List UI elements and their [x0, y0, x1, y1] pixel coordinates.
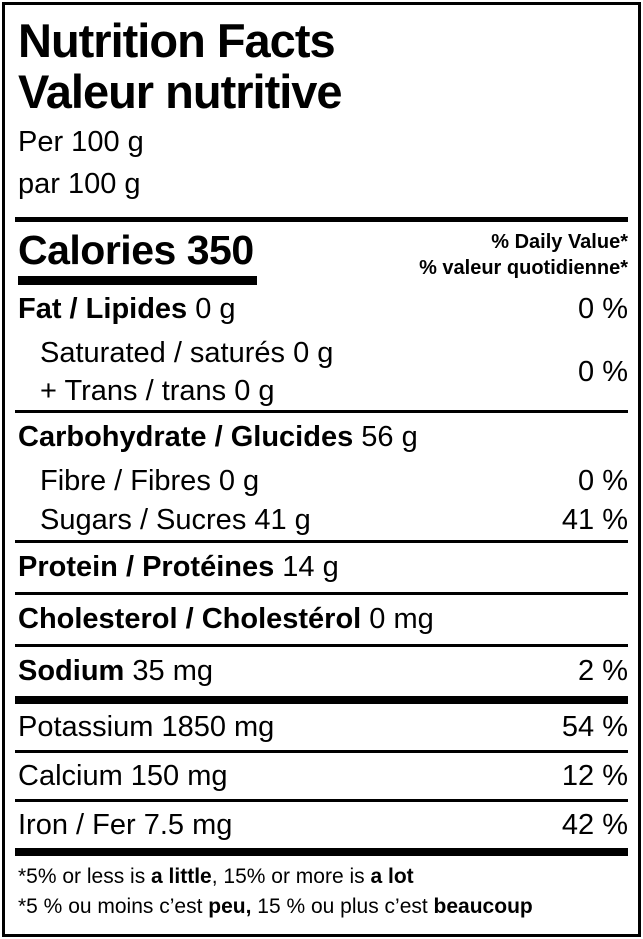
calories-underline-bar — [18, 276, 257, 285]
row-calcium-text: Calcium 150 mg — [18, 759, 228, 792]
row-potassium-text: Potassium 1850 mg — [18, 710, 275, 743]
row-fibre: Fibre / Fibres 0 g 0 % — [15, 462, 628, 501]
row-saturated-trans-line-2: + Trans / trans 0 g — [40, 375, 275, 407]
separator-thin-above-iron — [15, 799, 628, 802]
separator-thick-bottom — [15, 848, 628, 856]
row-fibre-text: Fibre / Fibres 0 g — [40, 465, 260, 497]
separator-thin-above-calcium — [15, 750, 628, 753]
row-saturated-trans-line-1: Saturated / saturés 0 g — [40, 337, 334, 369]
daily-value-header-en: % Daily Value* — [491, 231, 628, 253]
calories-value: 350 — [186, 227, 254, 273]
row-saturated-trans: Saturated / saturés 0 g + Trans / trans 0… — [15, 334, 628, 410]
row-protein: Protein / Protéines 14 g — [15, 543, 628, 592]
row-sodium-text: Sodium 35 mg — [18, 655, 214, 687]
footnote-fr: *5 % ou moins c’est peu, 15 % ou plus c’… — [18, 895, 533, 918]
title-fr: Valeur nutritive — [18, 65, 343, 118]
nutrient-rows: Fat / Lipides 0 g 0 % Saturated / saturés … — [15, 285, 628, 848]
row-calcium-daily-value: 12 % — [561, 759, 628, 792]
row-carbohydrate-text: Carbohydrate / Glucides 56 g — [18, 421, 418, 453]
separator-thin-above-carbohydrate — [15, 410, 628, 413]
row-fat-daily-value: 0 % — [578, 293, 628, 325]
calories-heading: Calories 350 — [15, 227, 257, 273]
row-sugars-text: Sugars / Sucres 41 g — [40, 504, 311, 536]
row-cholesterol-text: Cholesterol / Cholestérol 0 mg — [18, 603, 434, 635]
calories-section: Calories 350 % Daily Value* % valeur quo… — [15, 227, 628, 285]
row-sugars: Sugars / Sucres 41 g 41 % — [15, 501, 628, 540]
row-potassium: Potassium 1850 mg 54 % — [15, 704, 628, 750]
separator-thin-above-sodium — [15, 644, 628, 647]
row-calcium: Calcium 150 mg 12 % — [15, 753, 628, 799]
row-iron-text: Iron / Fer 7.5 mg — [18, 808, 233, 841]
row-fat-text: Fat / Lipides 0 g — [18, 293, 236, 325]
row-potassium-daily-value: 54 % — [561, 710, 628, 743]
serving-size-fr: par 100 g — [18, 168, 141, 200]
separator-thin-above-cholesterol — [15, 592, 628, 595]
title-en: Nutrition Facts — [18, 14, 336, 67]
calories-label: Calories — [18, 227, 176, 273]
row-sugars-daily-value: 41 % — [561, 504, 628, 536]
row-sodium-daily-value: 2 % — [578, 655, 628, 687]
row-saturated-trans-daily-value: 0 % — [578, 355, 628, 388]
row-iron: Iron / Fer 7.5 mg 42 % — [15, 802, 628, 848]
daily-value-header-fr: % valeur quotidienne* — [419, 257, 628, 279]
calories-block: Calories 350 — [15, 227, 257, 285]
row-fat: Fat / Lipides 0 g 0 % — [15, 285, 628, 334]
separator-medium-top — [15, 217, 628, 222]
separator-thick-above-potassium — [15, 696, 628, 704]
row-fibre-daily-value: 0 % — [578, 465, 628, 497]
separator-thin-above-protein — [15, 540, 628, 543]
row-protein-text: Protein / Protéines 14 g — [18, 551, 339, 583]
row-sodium: Sodium 35 mg 2 % — [15, 647, 628, 696]
row-iron-daily-value: 42 % — [561, 808, 628, 841]
row-saturated-trans-text: Saturated / saturés 0 g + Trans / trans 0… — [40, 334, 333, 410]
daily-value-header: % Daily Value* % valeur quotidienne* — [419, 227, 628, 281]
footnotes: *5% or less is a little, 15% or more is … — [15, 862, 628, 922]
serving-size-en: Per 100 g — [18, 126, 144, 158]
footnote-en: *5% or less is a little, 15% or more is … — [18, 865, 414, 888]
row-carbohydrate: Carbohydrate / Glucides 56 g — [15, 413, 628, 462]
row-cholesterol: Cholesterol / Cholestérol 0 mg — [15, 595, 628, 644]
